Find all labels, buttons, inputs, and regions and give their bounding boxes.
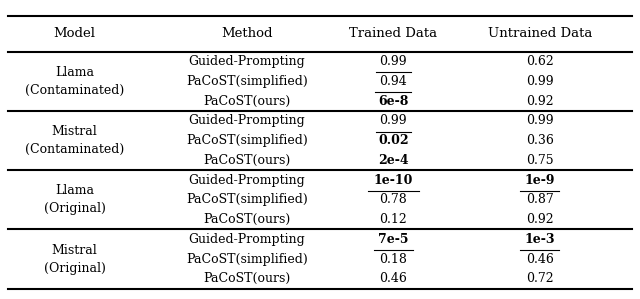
Text: 0.75: 0.75: [526, 154, 554, 167]
Text: PaCoST(simplified): PaCoST(simplified): [186, 134, 308, 147]
Text: 7e-5: 7e-5: [378, 233, 408, 246]
Text: 0.92: 0.92: [526, 213, 554, 226]
Text: PaCoST(ours): PaCoST(ours): [203, 94, 291, 108]
Text: 0.92: 0.92: [526, 94, 554, 108]
Text: PaCoST(simplified): PaCoST(simplified): [186, 75, 308, 88]
Text: 0.99: 0.99: [526, 75, 554, 88]
Text: 0.12: 0.12: [380, 213, 407, 226]
Text: 2e-4: 2e-4: [378, 154, 408, 167]
Text: 1e-3: 1e-3: [525, 233, 555, 246]
Text: Trained Data: Trained Data: [349, 28, 437, 40]
Text: 0.72: 0.72: [526, 272, 554, 285]
Text: 1e-10: 1e-10: [374, 174, 413, 187]
Text: PaCoST(ours): PaCoST(ours): [203, 213, 291, 226]
Text: 0.62: 0.62: [526, 55, 554, 68]
Text: Model: Model: [54, 28, 95, 40]
Text: 0.99: 0.99: [380, 114, 407, 127]
Text: Llama
(Contaminated): Llama (Contaminated): [25, 66, 124, 97]
Text: Method: Method: [221, 28, 273, 40]
Text: 1e-9: 1e-9: [525, 174, 555, 187]
Text: Untrained Data: Untrained Data: [488, 28, 592, 40]
Text: 0.78: 0.78: [380, 193, 407, 206]
Text: 0.99: 0.99: [526, 114, 554, 127]
Text: 0.36: 0.36: [526, 134, 554, 147]
Text: Mistral
(Contaminated): Mistral (Contaminated): [25, 125, 124, 156]
Text: PaCoST(ours): PaCoST(ours): [203, 154, 291, 167]
Text: Guided-Prompting: Guided-Prompting: [188, 174, 305, 187]
Text: Llama
(Original): Llama (Original): [44, 184, 106, 215]
Text: 0.02: 0.02: [378, 134, 408, 147]
Text: 0.99: 0.99: [380, 55, 407, 68]
Text: 0.46: 0.46: [380, 272, 407, 285]
Text: 0.18: 0.18: [380, 253, 407, 266]
Text: PaCoST(ours): PaCoST(ours): [203, 272, 291, 285]
Text: 0.46: 0.46: [526, 253, 554, 266]
Text: 0.94: 0.94: [380, 75, 407, 88]
Text: 6e-8: 6e-8: [378, 94, 408, 108]
Text: PaCoST(simplified): PaCoST(simplified): [186, 193, 308, 206]
Text: Guided-Prompting: Guided-Prompting: [188, 55, 305, 68]
Text: Guided-Prompting: Guided-Prompting: [188, 114, 305, 127]
Text: 0.87: 0.87: [526, 193, 554, 206]
Text: PaCoST(simplified): PaCoST(simplified): [186, 253, 308, 266]
Text: Mistral
(Original): Mistral (Original): [44, 244, 106, 274]
Text: Guided-Prompting: Guided-Prompting: [188, 233, 305, 246]
